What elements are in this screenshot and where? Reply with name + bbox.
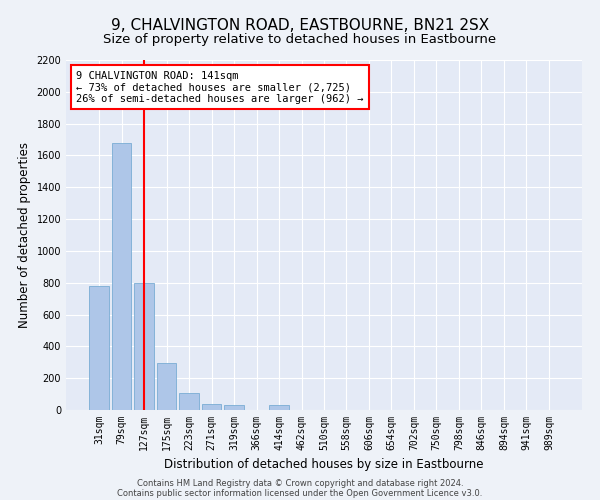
Text: 9, CHALVINGTON ROAD, EASTBOURNE, BN21 2SX: 9, CHALVINGTON ROAD, EASTBOURNE, BN21 2S…: [111, 18, 489, 32]
Bar: [202, 404, 221, 410]
Bar: [112, 142, 131, 410]
Bar: [134, 282, 154, 410]
Bar: [89, 286, 109, 410]
Text: Contains public sector information licensed under the Open Government Licence v3: Contains public sector information licen…: [118, 488, 482, 498]
Bar: [157, 363, 176, 410]
Bar: [179, 392, 199, 410]
Y-axis label: Number of detached properties: Number of detached properties: [18, 142, 31, 328]
Bar: [269, 405, 289, 410]
Text: 9 CHALVINGTON ROAD: 141sqm
← 73% of detached houses are smaller (2,725)
26% of s: 9 CHALVINGTON ROAD: 141sqm ← 73% of deta…: [76, 70, 364, 104]
X-axis label: Distribution of detached houses by size in Eastbourne: Distribution of detached houses by size …: [164, 458, 484, 471]
Bar: [224, 405, 244, 410]
Text: Size of property relative to detached houses in Eastbourne: Size of property relative to detached ho…: [103, 32, 497, 46]
Text: Contains HM Land Registry data © Crown copyright and database right 2024.: Contains HM Land Registry data © Crown c…: [137, 478, 463, 488]
